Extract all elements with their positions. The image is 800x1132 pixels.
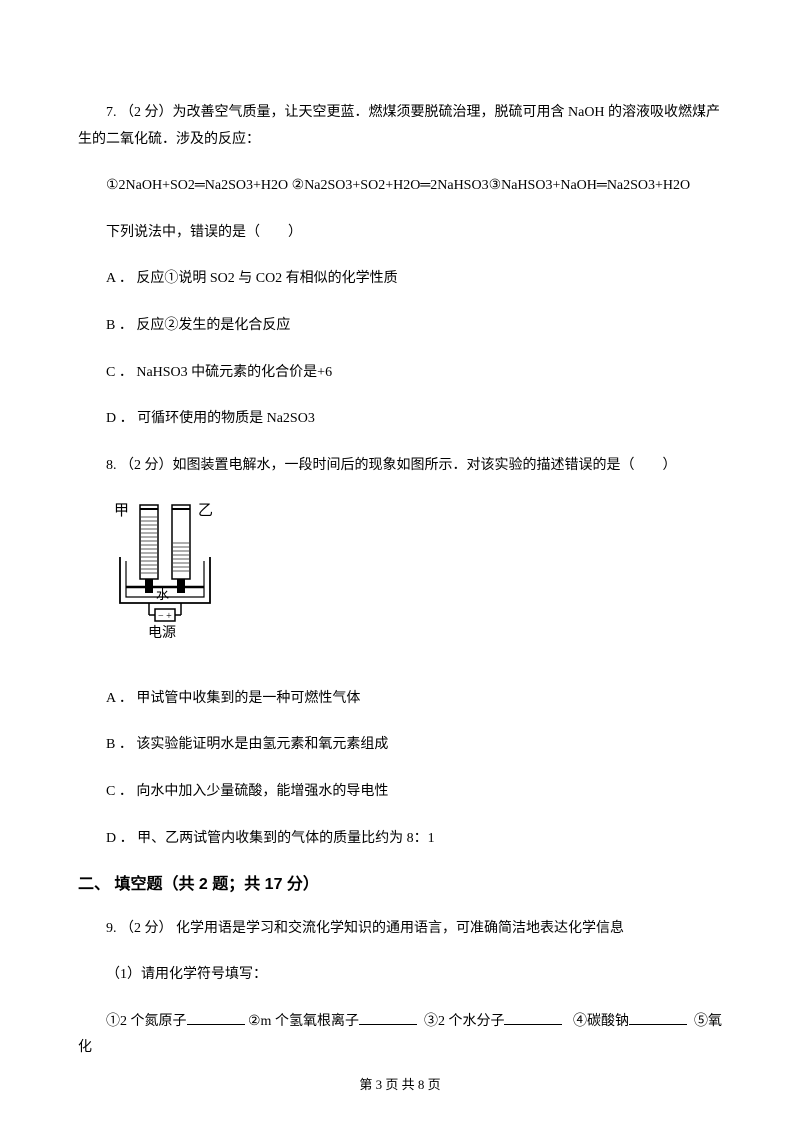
q9-sub1: （1）请用化学符号填写：: [78, 962, 722, 989]
q9-stem: 9. （2 分） 化学用语是学习和交流化学知识的通用语言，可准确简洁地表达化学信…: [78, 916, 722, 943]
q8-option-a: A ． 甲试管中收集到的是一种可燃性气体: [78, 686, 722, 713]
label-left: 甲: [114, 503, 129, 519]
page-footer: 第 3 页 共 8 页: [0, 1075, 800, 1096]
electrolysis-diagram: 甲 乙: [106, 499, 722, 667]
hatch-right: [173, 543, 189, 571]
q9-part3: ③2 个水分子: [424, 1014, 505, 1029]
q7-reactions: ①2NaOH+SO2═Na2SO3+H2O ②Na2SO3+SO2+H2O═2N…: [78, 173, 722, 200]
label-right: 乙: [198, 503, 213, 519]
question-9: 9. （2 分） 化学用语是学习和交流化学知识的通用语言，可准确简洁地表达化学信…: [78, 916, 722, 1062]
q9-part1: ①2 个氮原子: [106, 1014, 187, 1029]
q7-stem: 7. （2 分）为改善空气质量，让天空更蓝．燃煤须要脱硫治理，脱硫可用含 NaO…: [78, 100, 722, 153]
q7-option-d: D ． 可循环使用的物质是 Na2SO3: [78, 406, 722, 433]
q7-prompt: 下列说法中，错误的是（ ）: [78, 220, 722, 247]
electrode-right: [177, 579, 185, 593]
blank-4: [629, 1011, 687, 1025]
q7-option-b: B ． 反应②发生的是化合反应: [78, 313, 722, 340]
q9-part4: ④碳酸钠: [573, 1014, 629, 1029]
blank-1: [187, 1011, 245, 1025]
question-7: 7. （2 分）为改善空气质量，让天空更蓝．燃煤须要脱硫治理，脱硫可用含 NaO…: [78, 100, 722, 433]
svg-text:− +: − +: [158, 611, 172, 622]
q9-part2: ②m 个氢氧根离子: [248, 1014, 359, 1029]
q8-option-b: B ． 该实验能证明水是由氢元素和氧元素组成: [78, 732, 722, 759]
blank-2: [359, 1011, 417, 1025]
question-8: 8. （2 分）如图装置电解水，一段时间后的现象如图所示．对该实验的描述错误的是…: [78, 453, 722, 852]
q7-option-c: C ． NaHSO3 中硫元素的化合价是+6: [78, 360, 722, 387]
electrolysis-svg: 甲 乙: [106, 499, 256, 659]
section-2-title: 二、 填空题（共 2 题；共 17 分）: [78, 872, 722, 898]
q8-stem: 8. （2 分）如图装置电解水，一段时间后的现象如图所示．对该实验的描述错误的是…: [78, 453, 722, 480]
blank-3: [504, 1011, 562, 1025]
q7-option-a: A ． 反应①说明 SO2 与 CO2 有相似的化学性质: [78, 266, 722, 293]
q9-fill-line: ①2 个氮原子 ②m 个氢氧根离子 ③2 个水分子 ④碳酸钠 ⑤氧化: [78, 1009, 722, 1062]
tube-right: [172, 505, 190, 579]
electrode-left: [145, 579, 153, 593]
hatch-left: [141, 517, 157, 573]
tube-left: [140, 505, 158, 579]
label-power: 电源: [148, 625, 176, 641]
label-water: 水: [156, 587, 169, 602]
q8-option-d: D ． 甲、乙两试管内收集到的气体的质量比约为 8：1: [78, 826, 722, 853]
q8-option-c: C ． 向水中加入少量硫酸，能增强水的导电性: [78, 779, 722, 806]
